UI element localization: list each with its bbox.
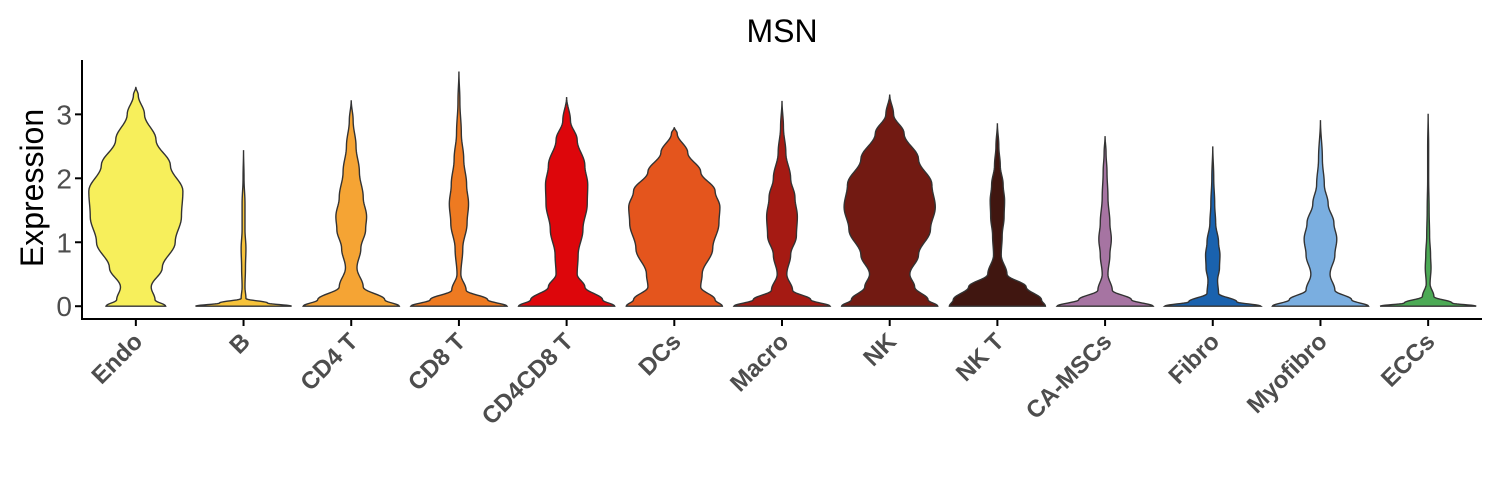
- violin-endo: [88, 86, 184, 307]
- x-tick-label: NK: [858, 328, 902, 372]
- x-tick-label: CD4 T: [295, 328, 363, 396]
- y-ticks-group: 0 1 2 3: [56, 99, 82, 322]
- y-tick-label: 1: [56, 227, 72, 258]
- x-ticks-group: Endo B CD4 T CD8 T CD4CD8 T DCs Macro NK NK T CA-…: [87, 319, 1440, 430]
- x-tick-label: B: [224, 328, 255, 359]
- violin-fibro: [1162, 146, 1263, 307]
- x-tick-label: DCs: [634, 328, 687, 381]
- x-tick-label: Fibro: [1163, 328, 1225, 390]
- violin-eccs: [1379, 113, 1477, 307]
- x-tick-label: Macro: [725, 328, 794, 397]
- x-tick-label: CD4CD8 T: [477, 328, 579, 430]
- y-tick-label: 3: [56, 99, 72, 130]
- x-tick-label: Myofibro: [1242, 328, 1333, 419]
- violin-cd8-t: [409, 71, 509, 307]
- x-tick-label: NK T: [951, 328, 1010, 387]
- x-tick-label: Endo: [87, 328, 149, 390]
- violin-dcs: [625, 127, 724, 307]
- violins-group: [88, 71, 1477, 307]
- y-tick-label: 0: [56, 291, 72, 322]
- violin-nk-t: [948, 123, 1047, 307]
- violin-nk: [840, 94, 939, 307]
- x-tick-label: CD8 T: [403, 328, 471, 396]
- x-tick-label: ECCs: [1376, 328, 1440, 392]
- violin-cd4cd8-t: [517, 97, 616, 307]
- violin-macro: [732, 100, 832, 307]
- violin-myofibro: [1271, 120, 1370, 307]
- y-tick-label: 2: [56, 163, 72, 194]
- chart-title: MSN: [746, 13, 817, 49]
- violin-cd4-t: [302, 100, 401, 307]
- y-axis-label: Expression: [14, 109, 50, 267]
- x-tick-label: CA-MSCs: [1021, 328, 1117, 424]
- violin-b: [195, 150, 292, 307]
- violin-ca-mscs: [1055, 136, 1155, 307]
